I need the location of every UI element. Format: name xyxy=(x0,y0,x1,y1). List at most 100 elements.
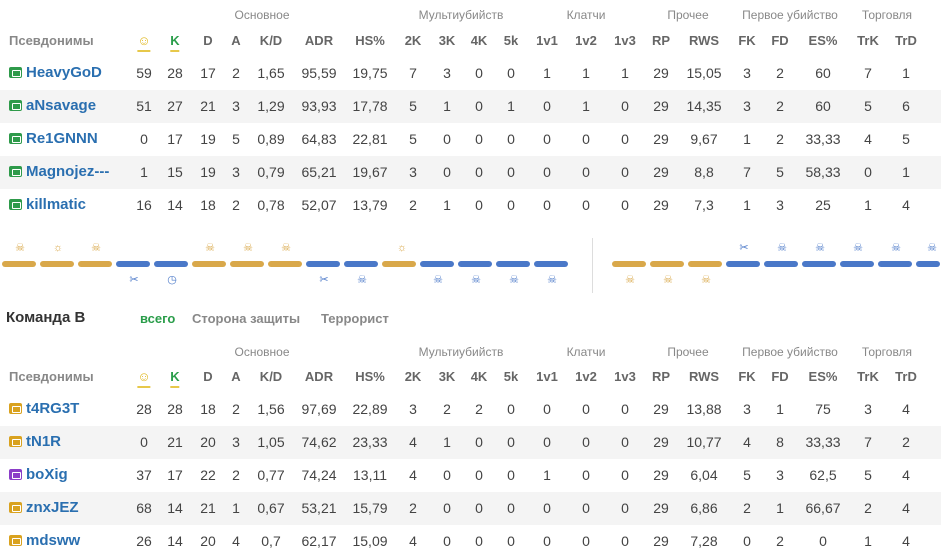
header-fd[interactable]: FD xyxy=(771,369,789,384)
round-segment[interactable] xyxy=(420,261,454,267)
player-name-link[interactable]: t4RG3T xyxy=(9,400,79,417)
round-segment[interactable] xyxy=(78,261,112,267)
tab-all[interactable]: всего xyxy=(140,311,176,326)
cell-es: 0 xyxy=(819,533,827,549)
round-segment[interactable] xyxy=(344,261,378,267)
cell-4k: 2 xyxy=(475,401,483,417)
player-name-link[interactable]: aNsavage xyxy=(9,97,96,114)
skull-icon: ☠ xyxy=(547,274,557,286)
round-segment[interactable] xyxy=(916,261,940,267)
header-es[interactable]: ES% xyxy=(808,369,838,384)
round-segment[interactable] xyxy=(612,261,646,267)
player-row[interactable]: HeavyGoD 59 28 17 2 1,65 95,59 19,75 7 3 0 0 1 1 1 29 15… xyxy=(0,57,941,90)
header-1v2[interactable]: 1v2 xyxy=(575,369,597,384)
player-row[interactable]: boXig 37 17 22 2 0,77 74,24 13,11 4 0 0 0 1 0 0 29 6,04 5… xyxy=(0,459,941,492)
header-1v3[interactable]: 1v3 xyxy=(614,33,636,48)
player-row[interactable]: Re1GNNN 0 17 19 5 0,89 64,83 22,81 5 0 0 0 0 0 0 29 9,67… xyxy=(0,123,941,156)
round-segment[interactable] xyxy=(2,261,36,267)
round-segment[interactable] xyxy=(458,261,492,267)
round-segment[interactable] xyxy=(764,261,798,267)
round-segment[interactable] xyxy=(534,261,568,267)
round-segment[interactable] xyxy=(268,261,302,267)
header-trd[interactable]: TrD xyxy=(895,369,917,384)
header-rws[interactable]: RWS xyxy=(688,33,720,48)
round-segment[interactable] xyxy=(496,261,530,267)
header-5k[interactable]: 5k xyxy=(503,369,519,384)
group-header-row-a: Основное Мультиубийств Клатчи Прочее Пер… xyxy=(0,4,941,24)
round-segment[interactable] xyxy=(382,261,416,267)
header-adr[interactable]: ADR xyxy=(304,33,334,48)
player-row[interactable]: tN1R 0 21 20 3 1,05 74,62 23,33 4 1 0 0 0 0 0 29 10,77 4 8… xyxy=(0,426,941,459)
header-trk[interactable]: TrK xyxy=(857,33,879,48)
header-3k[interactable]: 3K xyxy=(438,33,456,48)
header-nicknames[interactable]: Псевдонимы xyxy=(9,369,94,384)
player-name-link[interactable]: HeavyGoD xyxy=(9,64,102,81)
round-segment[interactable] xyxy=(192,261,226,267)
column-header-row-b: Псевдонимы ☺ K D A K/D ADR HS% 2K 3K 4K 5k 1v1 1v2 1v3… xyxy=(0,361,941,391)
player-name-link[interactable]: znxJEZ xyxy=(9,499,79,516)
header-rp[interactable]: RP xyxy=(651,33,671,48)
header-1v1[interactable]: 1v1 xyxy=(536,33,558,48)
header-es[interactable]: ES% xyxy=(808,33,838,48)
header-2k[interactable]: 2K xyxy=(404,369,422,384)
header-adr[interactable]: ADR xyxy=(304,369,334,384)
round-segment[interactable] xyxy=(840,261,874,267)
player-row[interactable]: znxJEZ 68 14 21 1 0,67 53,21 15,79 2 0 0 0 0 0 0 29 6,86… xyxy=(0,492,941,525)
player-name-link[interactable]: Magnojez--- xyxy=(9,163,109,180)
round-segment[interactable] xyxy=(154,261,188,267)
round-segment[interactable] xyxy=(878,261,912,267)
round-segment[interactable] xyxy=(650,261,684,267)
player-row[interactable]: t4RG3T 28 28 18 2 1,56 97,69 22,89 3 2 2 0 0 0 0 29 13,8… xyxy=(0,393,941,426)
round-segment[interactable] xyxy=(726,261,760,267)
player-row[interactable]: killmatic 16 14 18 2 0,78 52,07 13,79 2 1 0 0 0 0 0 29 7… xyxy=(0,189,941,222)
round-segment[interactable] xyxy=(688,261,722,267)
header-fd[interactable]: FD xyxy=(771,33,789,48)
header-fk[interactable]: FK xyxy=(738,369,756,384)
rank-badge-icon xyxy=(9,100,22,111)
round-segment[interactable] xyxy=(306,261,340,267)
header-kills[interactable]: K xyxy=(170,33,180,52)
player-row[interactable]: aNsavage 51 27 21 3 1,29 93,93 17,78 5 1 0 1 0 1 0 29 14… xyxy=(0,90,941,123)
player-name-link[interactable]: mdsww xyxy=(9,532,80,549)
player-row[interactable]: mdsww 26 14 20 4 0,7 62,17 15,09 4 0 0 0 0 0 0 29 7,28 0 2… xyxy=(0,525,941,558)
player-name-link[interactable]: boXig xyxy=(9,466,68,483)
cell-1v3: 0 xyxy=(621,98,629,114)
cell-fk: 0 xyxy=(743,533,751,549)
round-segment[interactable] xyxy=(802,261,836,267)
header-rws[interactable]: RWS xyxy=(688,369,720,384)
header-hs[interactable]: HS% xyxy=(355,33,385,48)
header-smile[interactable]: ☺ xyxy=(137,369,151,388)
header-assists[interactable]: A xyxy=(231,369,241,384)
header-1v3[interactable]: 1v3 xyxy=(614,369,636,384)
header-deaths[interactable]: D xyxy=(203,33,213,48)
header-assists[interactable]: A xyxy=(231,33,241,48)
round-segment[interactable] xyxy=(40,261,74,267)
header-fk[interactable]: FK xyxy=(738,33,756,48)
header-1v2[interactable]: 1v2 xyxy=(575,33,597,48)
header-trk[interactable]: TrK xyxy=(857,369,879,384)
header-3k[interactable]: 3K xyxy=(438,369,456,384)
header-kd[interactable]: K/D xyxy=(259,33,283,48)
header-nicknames[interactable]: Псевдонимы xyxy=(9,33,94,48)
group-main: Основное xyxy=(234,8,290,22)
round-segment[interactable] xyxy=(230,261,264,267)
header-4k[interactable]: 4K xyxy=(470,369,488,384)
player-row[interactable]: Magnojez--- 1 15 19 3 0,79 65,21 19,67 3 0 0 0 0 0 0 29… xyxy=(0,156,941,189)
header-5k[interactable]: 5k xyxy=(503,33,519,48)
round-segment[interactable] xyxy=(116,261,150,267)
header-deaths[interactable]: D xyxy=(203,369,213,384)
header-trd[interactable]: TrD xyxy=(895,33,917,48)
header-2k[interactable]: 2K xyxy=(404,33,422,48)
header-rp[interactable]: RP xyxy=(651,369,671,384)
header-smile[interactable]: ☺ xyxy=(137,33,151,52)
header-hs[interactable]: HS% xyxy=(355,369,385,384)
player-name-link[interactable]: tN1R xyxy=(9,433,61,450)
tab-ct-side[interactable]: Сторона защиты xyxy=(192,311,301,326)
tab-t-side[interactable]: Террорист xyxy=(321,311,389,326)
header-1v1[interactable]: 1v1 xyxy=(536,369,558,384)
header-4k[interactable]: 4K xyxy=(470,33,488,48)
player-name-link[interactable]: killmatic xyxy=(9,196,86,213)
header-kd[interactable]: K/D xyxy=(259,369,283,384)
player-name-link[interactable]: Re1GNNN xyxy=(9,130,98,147)
header-kills[interactable]: K xyxy=(170,369,180,388)
